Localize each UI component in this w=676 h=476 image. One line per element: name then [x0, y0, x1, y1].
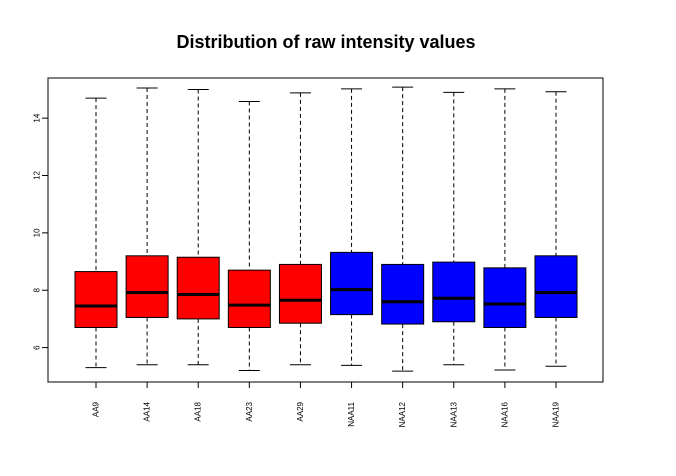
box-aa14	[125, 87, 169, 366]
box-naa13	[432, 91, 476, 366]
chart-title: Distribution of raw intensity values	[176, 32, 475, 52]
box-iqr	[381, 263, 425, 325]
box-iqr	[330, 251, 374, 316]
x-tick-label: NAA13	[449, 401, 458, 427]
x-tick-label: NAA16	[500, 401, 509, 427]
box-group	[74, 86, 578, 372]
box-iqr	[483, 267, 527, 329]
box-iqr	[534, 255, 578, 318]
box-aa23	[227, 101, 271, 372]
x-tick-label: AA14	[143, 401, 152, 421]
x-tick-label: AA23	[245, 401, 254, 421]
box-naa16	[483, 88, 527, 371]
y-tick-label: 6	[33, 345, 42, 350]
y-tick-label: 12	[33, 171, 42, 180]
y-tick-label: 14	[33, 113, 42, 122]
x-tick-label: AA9	[92, 401, 101, 417]
x-tick-label: NAA19	[552, 401, 561, 427]
box-iqr	[432, 261, 476, 323]
box-aa9	[74, 97, 118, 369]
y-tick-label: 10	[33, 228, 42, 237]
box-iqr	[227, 269, 271, 329]
x-tick-label: NAA11	[347, 401, 356, 426]
plot-frame	[47, 77, 604, 383]
box-naa19	[534, 91, 578, 367]
box-iqr	[74, 271, 118, 329]
box-naa11	[330, 88, 374, 366]
x-tick-label: AA18	[194, 401, 203, 421]
box-aa18	[176, 88, 220, 366]
y-tick-label: 8	[33, 287, 42, 292]
box-naa12	[381, 86, 425, 372]
y-axis: 6 8 10 12 14	[33, 113, 48, 350]
x-tick-label: AA29	[296, 401, 305, 421]
x-axis: AA9 AA14 AA18 AA23 AA29 NAA11 NAA12 NAA13 NAA16 N…	[92, 382, 561, 427]
x-tick-label: NAA12	[398, 401, 407, 427]
box-iqr	[125, 255, 169, 318]
box-aa29	[278, 92, 322, 366]
box-iqr	[278, 263, 322, 324]
box-iqr	[176, 256, 220, 320]
